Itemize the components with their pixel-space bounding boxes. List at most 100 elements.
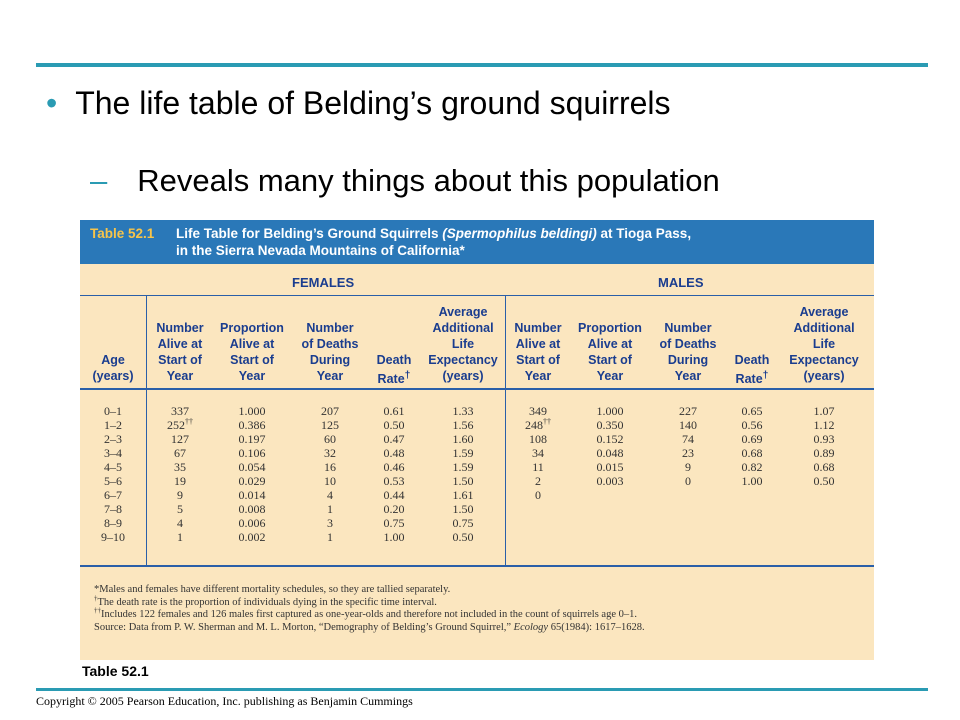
table-cell: 0.015 — [596, 460, 624, 474]
table-cell: 0.47 — [383, 432, 405, 446]
table-cell: 9–10 — [101, 530, 125, 544]
table-title-main: Life Table for Belding’s Ground Squirrel… — [176, 226, 443, 241]
male-alive-header: Number Alive at Start of Year — [514, 321, 562, 383]
table-cell: 34 — [532, 446, 544, 460]
table-cell: 0.82 — [741, 460, 763, 474]
age-column: 0–1 1–2 2–3 3–4 4–5 5–6 6–7 7–8 8–9 9–10 — [80, 404, 146, 544]
male-death-rate-column: 0.65 0.56 0.69 0.68 0.82 1.00 — [726, 404, 778, 488]
source-tail: 65(1984): 1617–1628. — [548, 621, 645, 633]
table-cell: 0.006 — [238, 516, 266, 530]
table-caption: Table 52.1 — [82, 663, 149, 679]
table-title-line2: in the Sierra Nevada Mountains of Califo… — [176, 243, 465, 258]
table-cell: 0 — [535, 488, 541, 502]
table-cell: 23 — [682, 446, 694, 460]
table-cell: 0.75 — [383, 516, 405, 530]
table-cell: 1.50 — [452, 474, 474, 488]
female-proportion-column: 1.000 0.386 0.197 0.106 0.054 0.029 0.014 0.008… — [212, 404, 292, 544]
table-cell: 0.50 — [452, 530, 474, 544]
table-cell: 1.59 — [452, 460, 474, 474]
table-cell: 74 — [682, 432, 694, 446]
male-life-expectancy-header: Average Additional Life Expectancy (years) — [789, 305, 859, 383]
table-title-species: (Spermophilus beldingi) — [442, 226, 597, 241]
divider-age — [146, 295, 147, 565]
table-cell: 67 — [174, 446, 186, 460]
table-cell: 0.53 — [383, 474, 405, 488]
table-cell: 1.000 — [238, 404, 266, 418]
table-cell: 349 — [529, 404, 547, 418]
table-cell: 140 — [679, 418, 697, 432]
rule-below-sections — [80, 295, 874, 296]
source-text: Source: Data from P. W. Sherman and M. L… — [94, 621, 514, 633]
table-cell: 2–3 — [104, 432, 122, 446]
table-cell: 0.014 — [238, 488, 266, 502]
table-cell: 4 — [177, 516, 183, 530]
table-cell: 1.12 — [813, 418, 835, 432]
table-cell: 0.50 — [813, 474, 835, 488]
male-proportion-column: 1.000 0.350 0.152 0.048 0.015 0.003 — [570, 404, 650, 488]
footnote-2: †The death rate is the proportion of ind… — [94, 594, 437, 608]
female-death-rate-header: Death Rate† — [376, 353, 412, 387]
divider-sex — [505, 295, 506, 565]
male-alive-column: 349 248†† 108 34 11 2 0 — [506, 404, 570, 502]
table-cell: 9 — [685, 460, 691, 474]
table-cell: 0.89 — [813, 446, 835, 460]
table-cell: 0.048 — [596, 446, 624, 460]
table-cell: 1–2 — [104, 418, 122, 432]
age-header: Age (years) — [92, 353, 134, 383]
male-deaths-column: 227 140 74 23 9 0 — [650, 404, 726, 488]
table-cell: 1.61 — [452, 488, 474, 502]
table-title: Life Table for Belding’s Ground Squirrel… — [176, 225, 866, 259]
table-cell: 0.152 — [596, 432, 624, 446]
footnote-1: *Males and females have different mortal… — [94, 584, 451, 595]
table-cell: 1 — [327, 502, 333, 516]
table-cell: 16 — [324, 460, 336, 474]
female-alive-column: 337 252†† 127 67 35 19 9 5 4 1 — [148, 404, 212, 544]
table-cell: 0.029 — [238, 474, 266, 488]
male-proportion-header: Proportion Alive at Start of Year — [578, 321, 642, 383]
table-cell: 3 — [327, 516, 333, 530]
table-cell: 60 — [324, 432, 336, 446]
table-cell: 0.50 — [383, 418, 405, 432]
title-text: The life table of Belding’s ground squir… — [75, 85, 671, 121]
table-title-rest: at Tioga Pass, — [596, 226, 692, 241]
copyright: Copyright © 2005 Pearson Education, Inc.… — [36, 694, 413, 708]
table-cell: 1 — [327, 530, 333, 544]
table-cell: 1.33 — [452, 404, 474, 418]
rule-above-footnotes — [80, 565, 874, 567]
table-cell: 0.054 — [238, 460, 266, 474]
table-cell: 2 — [535, 474, 541, 488]
table-cell: 0 — [685, 474, 691, 488]
table-number: Table 52.1 — [90, 226, 155, 241]
table-cell: 252†† — [167, 417, 193, 433]
females-heading: FEMALES — [292, 275, 355, 290]
table-cell: 0.46 — [383, 460, 405, 474]
dash-icon: – — [90, 163, 108, 198]
table-cell: 207 — [321, 404, 339, 418]
female-life-expectancy-column: 1.33 1.56 1.60 1.59 1.59 1.50 1.61 1.50 0.75 0.50 — [420, 404, 506, 544]
table-cell: 0.61 — [383, 404, 405, 418]
male-life-expectancy-column: 1.07 1.12 0.93 0.89 0.68 0.50 — [778, 404, 870, 488]
subpoint: – Reveals many things about this populati… — [90, 160, 720, 202]
table-cell: 337 — [171, 404, 189, 418]
table-cell: 108 — [529, 432, 547, 446]
table-cell: 0.65 — [741, 404, 763, 418]
female-proportion-header: Proportion Alive at Start of Year — [220, 321, 284, 383]
table-cell: 0.44 — [383, 488, 405, 502]
table-cell: 1.000 — [596, 404, 624, 418]
table-cell: 7–8 — [104, 502, 122, 516]
table-cell: 19 — [174, 474, 186, 488]
subpoint-text: Reveals many things about this populatio… — [137, 163, 720, 198]
table-cell: 0.008 — [238, 502, 266, 516]
male-deaths-header: Number of Deaths During Year — [659, 321, 717, 383]
table-cell: 0.69 — [741, 432, 763, 446]
table-cell: 0.106 — [238, 446, 266, 460]
table-cell: 125 — [321, 418, 339, 432]
table-cell: 0.56 — [741, 418, 763, 432]
table-header: Table 52.1 Life Table for Belding’s Grou… — [80, 220, 874, 264]
table-cell: 1.59 — [452, 446, 474, 460]
table-cell: 9 — [177, 488, 183, 502]
table-cell: 0.350 — [596, 418, 624, 432]
table-cell: 0.48 — [383, 446, 405, 460]
life-table: Table 52.1 Life Table for Belding’s Grou… — [80, 220, 874, 660]
top-rule — [36, 63, 928, 67]
